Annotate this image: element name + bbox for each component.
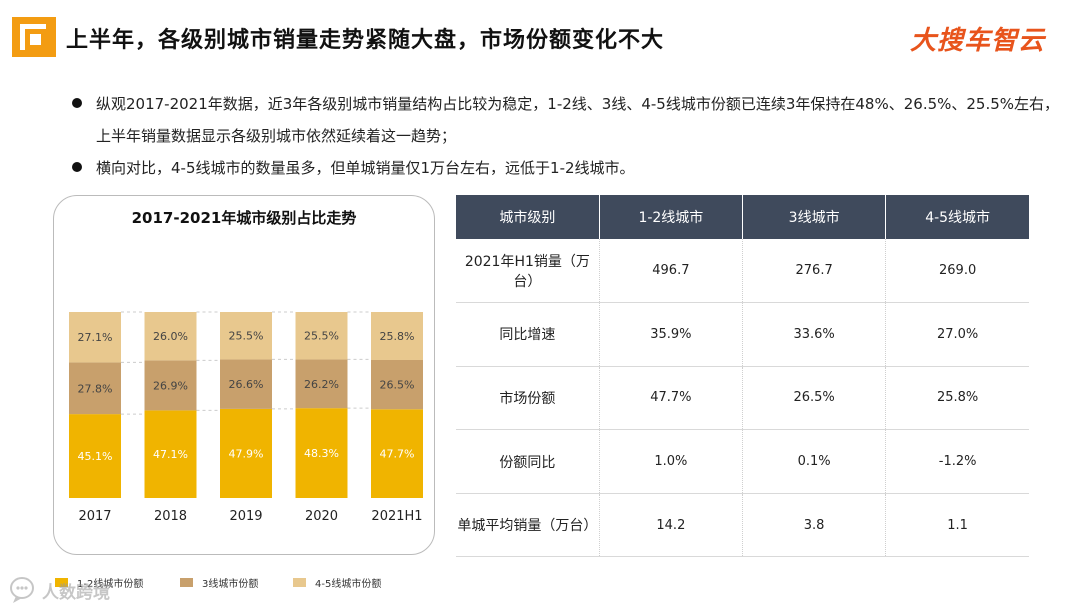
table-row: 2021年H1销量（万台） 496.7 276.7 269.0 <box>456 239 1029 304</box>
data-label: 47.7% <box>380 448 415 461</box>
row-label: 2021年H1销量（万台） <box>456 239 600 304</box>
brand-logo: 大搜车智云 <box>910 26 1046 56</box>
table-cell: 27.0% <box>885 302 1029 367</box>
data-label: 47.9% <box>229 447 264 460</box>
table-cell: 269.0 <box>885 239 1029 304</box>
table-header-cell: 4-5线城市 <box>885 195 1029 239</box>
data-label: 27.1% <box>78 331 113 344</box>
bar-segment <box>295 408 348 498</box>
data-label: 26.0% <box>153 330 188 343</box>
square-logo-icon <box>12 17 56 57</box>
chat-bubble-logo-icon <box>10 577 34 603</box>
bar-segment <box>371 409 423 498</box>
table-cell: 496.7 <box>599 239 744 304</box>
bar-segment <box>69 312 121 363</box>
data-label: 26.9% <box>153 379 188 392</box>
table-row: 单城平均销量（万台） 14.2 3.8 1.1 <box>456 493 1029 558</box>
table-header-cell: 1-2线城市 <box>599 195 744 239</box>
bar-segment <box>220 312 272 360</box>
row-label: 市场份额 <box>456 366 600 431</box>
table-cell: 14.2 <box>599 493 744 558</box>
table-row: 份额同比 1.0% 0.1% -1.2% <box>456 429 1029 494</box>
x-tick-label: 2017 <box>78 509 111 524</box>
watermark-text: 人数跨境 <box>42 583 110 603</box>
stacked-bar-chart: 45.1% 27.8% 27.1% 2017 47.1% 26.9% 26.0% 2018 47… <box>69 311 423 524</box>
table-header-cell: 城市级别 <box>456 195 600 239</box>
page-title: 上半年，各级别城市销量走势紧随大盘，市场份额变化不大 <box>66 28 665 53</box>
bar-segment <box>69 414 121 498</box>
bullet-item: 纵观2017-2021年数据，近3年各级别城市销量结构占比较为稳定，1-2线、3… <box>70 88 1060 152</box>
chart-title: 2017-2021年城市级别占比走势 <box>131 209 357 227</box>
table-header-cell: 3线城市 <box>742 195 887 239</box>
bullet-list: 纵观2017-2021年数据，近3年各级别城市销量结构占比较为稳定，1-2线、3… <box>70 88 1060 184</box>
table-cell: 47.7% <box>599 366 744 431</box>
chart-legend: 1-2线城市份额 3线城市份额 4-5线城市份额 <box>55 575 475 593</box>
data-label: 27.8% <box>78 382 113 395</box>
data-label: 26.6% <box>229 378 264 391</box>
bar-segment <box>144 410 197 498</box>
row-label: 单城平均销量（万台） <box>456 493 600 558</box>
legend-label: 4-5线城市份额 <box>315 579 382 590</box>
bullet-dot-icon <box>72 162 82 172</box>
row-label: 同比增速 <box>456 302 600 367</box>
table-cell: 1.1 <box>885 493 1029 558</box>
bar-segment <box>295 359 348 409</box>
data-label: 26.2% <box>304 378 339 391</box>
data-label: 45.1% <box>78 450 113 463</box>
table-cell: 33.6% <box>742 302 887 367</box>
watermark: 人数跨境 <box>8 572 148 606</box>
table-row: 同比增速 35.9% 33.6% 27.0% <box>456 302 1029 367</box>
legend-item: 4-5线城市份额 <box>293 575 381 590</box>
table-cell: 35.9% <box>599 302 744 367</box>
x-tick-label: 2021H1 <box>371 509 422 524</box>
bullet-item: 横向对比，4-5线城市的数量虽多，但单城销量仅1万台左右，远低于1-2线城市。 <box>70 152 1060 184</box>
row-label: 份额同比 <box>456 429 600 494</box>
data-label: 25.5% <box>304 330 339 343</box>
city-tier-table: 城市级别 1-2线城市 3线城市 4-5线城市 2021年H1销量（万台） 49… <box>456 195 1029 558</box>
table-cell: 26.5% <box>742 366 887 431</box>
bar-segment <box>371 359 423 410</box>
legend-item: 1-2线城市份额 <box>55 575 143 590</box>
x-tick-label: 2018 <box>154 509 187 524</box>
bar-segment <box>144 312 197 361</box>
legend-swatch <box>55 578 68 587</box>
legend-label: 3线城市份额 <box>202 579 259 590</box>
chart-card: 2017-2021年城市级别占比走势 45.1% 27.8% 27.1% 2017 47… <box>53 195 435 555</box>
table-cell: 276.7 <box>742 239 887 304</box>
table-cell: 3.8 <box>742 493 887 558</box>
data-label: 25.5% <box>229 330 264 343</box>
bar-segment <box>371 312 423 360</box>
legend-label: 1-2线城市份额 <box>77 579 144 590</box>
table-cell: -1.2% <box>885 429 1029 494</box>
bar-segment <box>295 312 348 360</box>
data-label: 48.3% <box>304 447 339 460</box>
table-cell: 0.1% <box>742 429 887 494</box>
data-label: 47.1% <box>153 448 188 461</box>
bar-segment <box>144 360 197 411</box>
data-label: 26.5% <box>380 379 415 392</box>
legend-swatch <box>180 578 193 587</box>
x-tick-label: 2019 <box>229 509 262 524</box>
bar-segment <box>69 362 121 415</box>
legend-swatch <box>293 578 306 587</box>
x-tick-label: 2020 <box>305 509 338 524</box>
bar-segment <box>220 408 272 498</box>
table-row: 市场份额 47.7% 26.5% 25.8% <box>456 366 1029 431</box>
table-cell: 25.8% <box>885 366 1029 431</box>
bar-segment <box>220 359 272 409</box>
bullet-text: 横向对比，4-5线城市的数量虽多，但单城销量仅1万台左右，远低于1-2线城市。 <box>96 159 635 177</box>
bullet-text: 纵观2017-2021年数据，近3年各级别城市销量结构占比较为稳定，1-2线、3… <box>96 95 1060 145</box>
bullet-dot-icon <box>72 98 82 108</box>
legend-item: 3线城市份额 <box>180 575 258 590</box>
data-label: 25.8% <box>380 330 415 343</box>
table-cell: 1.0% <box>599 429 744 494</box>
table-header-row: 城市级别 1-2线城市 3线城市 4-5线城市 <box>456 195 1029 239</box>
